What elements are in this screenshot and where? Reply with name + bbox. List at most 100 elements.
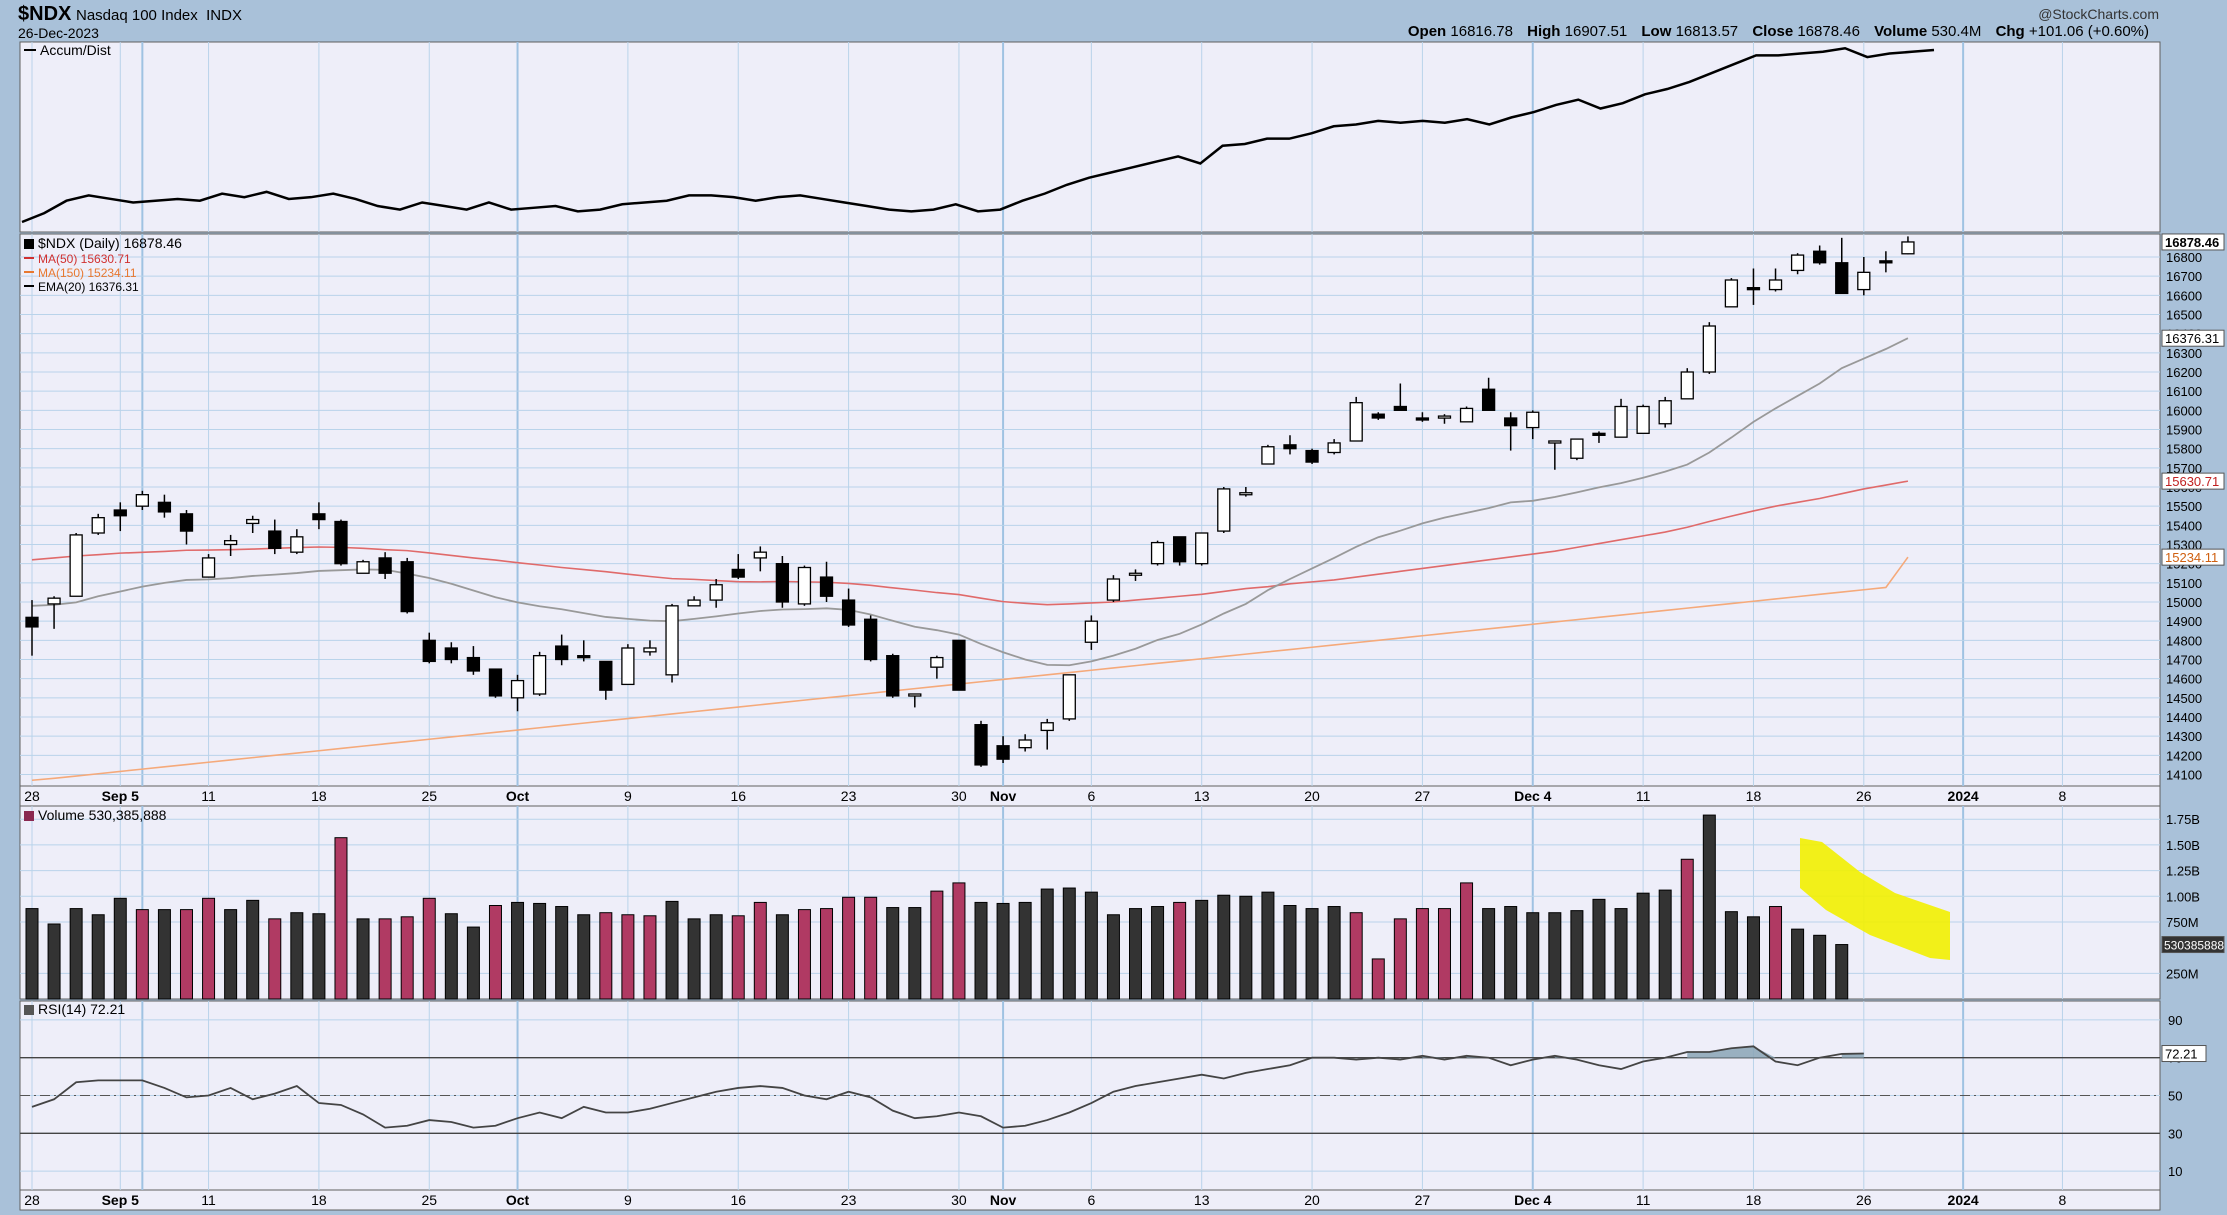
volume-bar — [775, 914, 789, 1000]
ohlc-readout: Open 16816.78 High 16907.51 Low 16813.57… — [1407, 23, 2149, 40]
candle-body — [1813, 250, 1827, 264]
volume-bar — [952, 882, 966, 1000]
candle — [709, 579, 723, 608]
x-tick-label: 27 — [1415, 788, 1431, 804]
price-tick-label: 14100 — [2166, 768, 2202, 783]
volume-bar — [1393, 918, 1407, 1000]
last-price-tag: 16878.46 — [2165, 235, 2219, 250]
x-tick-label: Nov — [990, 788, 1017, 804]
rsi-last-tag: 72.21 — [2165, 1047, 2198, 1062]
candle-body — [1371, 413, 1385, 419]
candle — [1195, 532, 1209, 566]
price-tick-label: 16600 — [2166, 288, 2202, 303]
candle-body — [290, 536, 304, 553]
candle — [930, 655, 944, 679]
price-tick-label: 14600 — [2166, 672, 2202, 687]
candle — [1570, 438, 1584, 461]
volume-bar — [1460, 882, 1474, 1000]
price-tick-label: 15900 — [2166, 423, 2202, 438]
legend-entry: MA(150) 15234.11 — [38, 266, 137, 280]
candle-body — [1746, 287, 1761, 291]
price-tick-label: 14300 — [2166, 729, 2202, 744]
candle — [1239, 487, 1253, 497]
price-tick-label: 16300 — [2166, 346, 2202, 361]
volume-bar — [842, 896, 856, 1000]
candle — [1636, 404, 1650, 434]
candle — [996, 736, 1010, 763]
ma150-tag-bg — [2161, 548, 2225, 566]
x-tick-label: 16 — [730, 788, 746, 804]
volume-bar — [1835, 944, 1849, 1000]
volume-bar — [1482, 908, 1496, 1000]
candle-body — [621, 647, 635, 686]
x-tick-label: Dec 4 — [1514, 788, 1552, 804]
watermark: @StockCharts.com — [2038, 6, 2159, 22]
x-tick-label: 8 — [2059, 788, 2067, 804]
x-axis-strip — [19, 785, 2161, 807]
volume-bar — [1548, 912, 1562, 1000]
ma150-line — [31, 556, 1909, 782]
volume-bar — [886, 907, 900, 1000]
candle-body — [555, 645, 569, 661]
candle — [1349, 396, 1363, 442]
x-tick-label: 2024 — [1948, 788, 1979, 804]
volume-bar — [1151, 906, 1165, 1000]
candle-body — [1349, 402, 1363, 442]
candle — [378, 552, 392, 579]
candle-body — [974, 724, 988, 766]
price-tick-label: 15800 — [2166, 442, 2202, 457]
x-tick-label: 30 — [951, 1192, 967, 1208]
candle — [466, 646, 481, 675]
candle-body — [864, 618, 878, 661]
x-tick-label: 26 — [1856, 1192, 1872, 1208]
candle-body — [1261, 446, 1275, 465]
candle-body — [1614, 405, 1628, 438]
candle-body — [532, 655, 547, 695]
candle — [599, 660, 613, 700]
volume-tick-label: 1.25B — [2166, 864, 2200, 879]
candle-body — [1415, 417, 1430, 421]
candle — [841, 588, 856, 627]
candle-body — [223, 540, 238, 546]
candle-body — [1879, 260, 1893, 264]
x-tick-label: 25 — [421, 1192, 437, 1208]
volume-bar — [224, 909, 238, 1000]
candle-body — [1305, 449, 1319, 463]
candle — [1879, 251, 1893, 273]
price-tick-label: 16000 — [2166, 403, 2202, 418]
volume-bar — [157, 909, 171, 1000]
candle — [1813, 245, 1827, 265]
volume-bar — [1769, 906, 1783, 1000]
candle — [356, 559, 370, 574]
candle — [1504, 412, 1518, 451]
candle-body — [1901, 241, 1915, 255]
candle — [1128, 569, 1143, 581]
candle-body — [1459, 407, 1474, 423]
ema20-tag: 16376.31 — [2165, 331, 2219, 346]
volume-bar — [511, 901, 525, 1000]
candle-body — [775, 563, 790, 603]
candle — [1261, 444, 1275, 465]
candle — [864, 615, 878, 662]
candle-body — [930, 656, 944, 668]
x-tick-label: 18 — [1746, 788, 1762, 804]
candle — [1459, 406, 1474, 423]
x-tick-label: 23 — [841, 788, 857, 804]
candle-body — [952, 639, 966, 691]
volume-tick-label: 1.50B — [2166, 838, 2200, 853]
candle — [1040, 718, 1054, 750]
ma50-tag-bg — [2161, 472, 2225, 490]
index-title: Nasdaq 100 Index — [76, 7, 198, 24]
candle — [1724, 278, 1739, 308]
candle-body — [312, 513, 326, 521]
volume-bar — [1813, 934, 1827, 1000]
volume-bar — [753, 901, 767, 1000]
x-tick-label: 28 — [24, 788, 40, 804]
candle — [1680, 368, 1694, 400]
candle-body — [1150, 541, 1165, 565]
volume-bar — [687, 918, 701, 1000]
candle — [25, 600, 39, 656]
volume-bar — [356, 918, 370, 1000]
candle — [687, 596, 701, 607]
